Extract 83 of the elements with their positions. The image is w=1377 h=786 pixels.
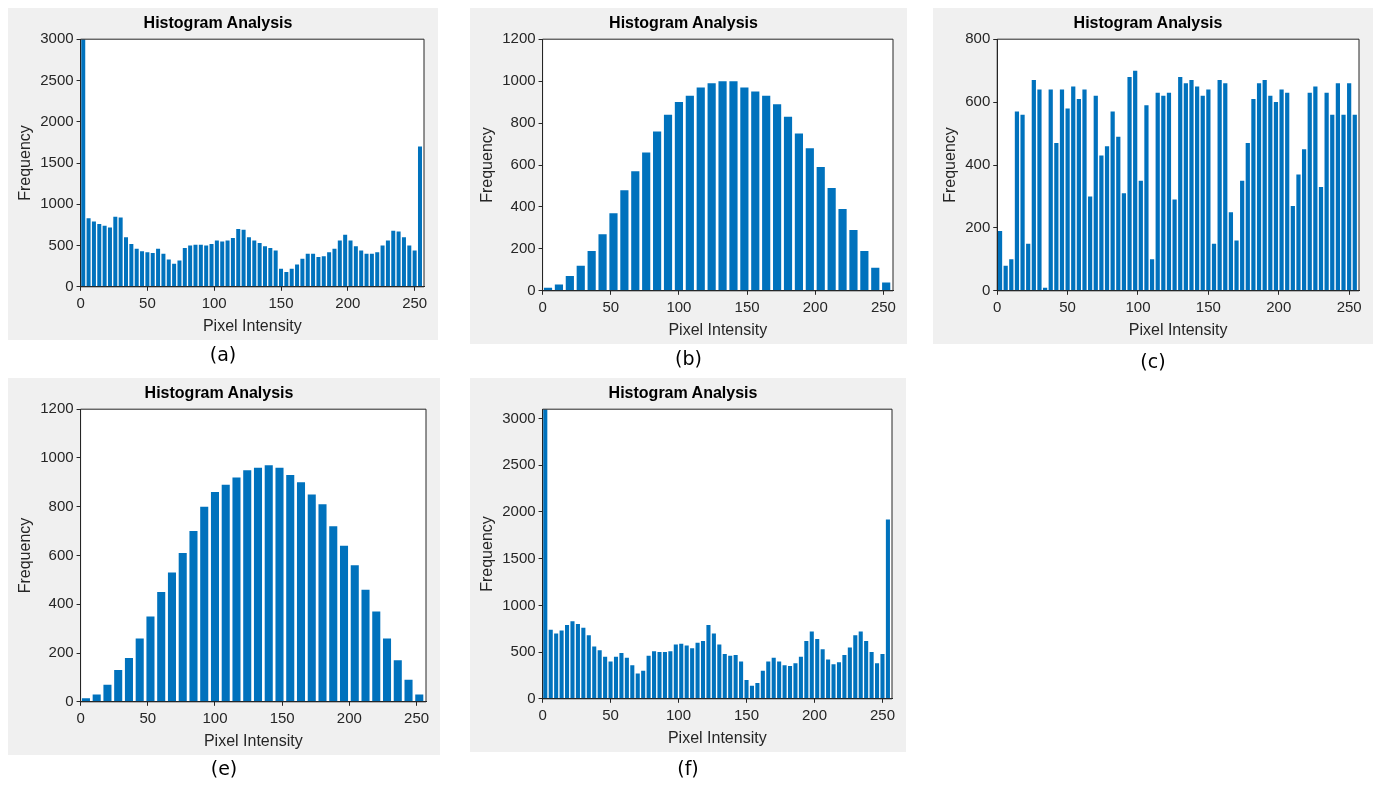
x-tick-label: 150 — [734, 705, 760, 723]
x-tick-label: 250 — [1336, 297, 1362, 315]
x-tick-label: 100 — [201, 293, 227, 311]
y-tick-label: 1500 — [40, 153, 74, 171]
y-axis-title: Frequency — [16, 517, 34, 594]
x-tick-label: 50 — [1059, 297, 1076, 315]
y-tick-label: 600 — [965, 92, 991, 110]
y-tick-label: 200 — [965, 218, 991, 236]
x-tick-label: 150 — [268, 293, 294, 311]
y-axis-title: Frequency — [941, 127, 959, 203]
chart-title: Histogram Analysis — [1073, 14, 1223, 32]
y-tick-label: 1200 — [40, 399, 74, 417]
x-tick-label: 200 — [335, 293, 361, 311]
y-tick-label: 1000 — [502, 595, 536, 613]
y-tick-label: 1200 — [502, 29, 536, 47]
y-tick-label: 0 — [981, 280, 991, 298]
chart-title: Histogram Analysis — [609, 14, 758, 32]
y-tick-label: 800 — [510, 113, 536, 131]
x-axis-title: Pixel Intensity — [202, 316, 302, 334]
y-tick-label: 200 — [510, 239, 536, 257]
y-tick-label: 1500 — [502, 548, 536, 566]
y-tick-label: 2500 — [40, 70, 74, 88]
y-tick-label: 600 — [48, 545, 74, 563]
x-tick-label: 100 — [666, 705, 692, 723]
x-axis-title: Pixel Intensity — [668, 320, 768, 338]
y-tick-label: 2000 — [502, 502, 536, 520]
x-tick-label: 250 — [870, 297, 896, 315]
x-axis-title: Pixel Intensity — [667, 728, 767, 746]
chart-title: Histogram Analysis — [143, 14, 293, 32]
y-tick-label: 800 — [48, 496, 74, 514]
y-tick-label: 1000 — [502, 71, 536, 89]
x-tick-label: 0 — [76, 708, 85, 726]
x-tick-label: 250 — [869, 705, 895, 723]
x-tick-label: 150 — [1195, 297, 1221, 315]
y-tick-label: 600 — [510, 155, 536, 173]
x-tick-label: 200 — [802, 297, 828, 315]
x-tick-label: 200 — [1266, 297, 1292, 315]
x-tick-label: 200 — [801, 705, 828, 723]
text: (c) — [1139, 350, 1167, 372]
y-tick-label: 0 — [527, 688, 536, 706]
y-tick-label: 400 — [510, 197, 536, 215]
x-tick-label: 100 — [1125, 297, 1151, 315]
x-tick-label: 0 — [538, 297, 547, 315]
y-tick-label: 2500 — [502, 455, 536, 473]
text: (e) — [209, 757, 239, 779]
y-axis-title: Frequency — [478, 516, 496, 592]
x-tick-label: 50 — [602, 297, 620, 315]
y-tick-label: 500 — [48, 235, 74, 253]
y-tick-label: 500 — [510, 642, 536, 660]
x-tick-label: 200 — [336, 708, 362, 726]
x-tick-label: 0 — [538, 705, 547, 723]
x-tick-label: 250 — [404, 708, 430, 726]
x-tick-label: 50 — [139, 293, 156, 311]
y-tick-label: 0 — [527, 280, 536, 298]
x-tick-label: 150 — [269, 708, 295, 726]
x-axis-title: Pixel Intensity — [1128, 320, 1228, 338]
y-tick-label: 1000 — [40, 194, 74, 212]
y-axis-title: Frequency — [16, 125, 34, 201]
y-tick-label: 400 — [48, 594, 74, 612]
x-tick-label: 50 — [602, 705, 619, 723]
x-tick-label: 150 — [734, 297, 760, 315]
chart-title: Histogram Analysis — [608, 384, 758, 402]
y-tick-label: 800 — [965, 29, 991, 47]
y-tick-label: 400 — [965, 155, 991, 173]
x-tick-label: 100 — [666, 297, 692, 315]
x-tick-label: 0 — [76, 293, 85, 311]
y-tick-label: 3000 — [502, 408, 536, 426]
y-axis-title: Frequency — [478, 127, 496, 203]
y-tick-label: 2000 — [40, 111, 74, 129]
x-tick-label: 100 — [202, 708, 228, 726]
chart-title: Histogram Analysis — [144, 384, 294, 402]
y-tick-label: 200 — [48, 643, 74, 661]
x-axis-title: Pixel Intensity — [203, 731, 303, 749]
text: (b) — [674, 347, 703, 369]
x-tick-label: 50 — [139, 708, 157, 726]
y-tick-label: 0 — [65, 276, 74, 294]
x-tick-label: 250 — [402, 293, 428, 311]
text: (a) — [208, 343, 238, 365]
x-tick-label: 0 — [993, 297, 1002, 315]
y-tick-label: 0 — [65, 691, 74, 709]
y-tick-label: 3000 — [40, 29, 74, 47]
y-tick-label: 1000 — [40, 448, 74, 466]
text: (f) — [676, 757, 700, 779]
